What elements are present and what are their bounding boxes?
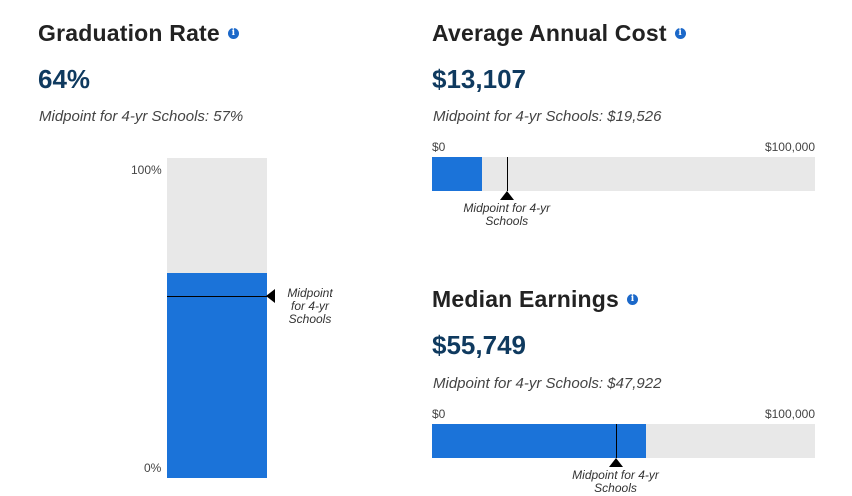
earnings-bar-fill — [432, 424, 646, 458]
cost-value: $13,107 — [432, 64, 526, 94]
earnings-midpoint-label-line: Schools — [594, 481, 637, 495]
earnings-title-text: Median Earnings — [432, 286, 620, 312]
graduation-title-text: Graduation Rate — [38, 20, 220, 46]
cost-title: Average Annual Cost i — [432, 20, 686, 47]
cost-bar-track — [432, 157, 815, 191]
earnings-midpoint-text: Midpoint for 4-yr Schools: $47,922 — [433, 375, 662, 392]
cost-title-text: Average Annual Cost — [432, 20, 667, 46]
graduation-midpoint-label-line: Schools — [288, 311, 332, 326]
cost-bar-fill — [432, 157, 483, 191]
earnings-midpoint-line — [615, 424, 617, 458]
cost-midpoint-text: Midpoint for 4-yr Schools: $19,526 — [433, 108, 662, 125]
graduation-midpoint-label-line: for 4-yr — [290, 298, 329, 313]
earnings-value: $55,749 — [432, 330, 526, 360]
earnings-tick-max: $100,000 — [764, 407, 815, 421]
info-icon[interactable]: i — [627, 294, 639, 305]
cost-midpoint-label: Midpoint for 4-yr Schools — [447, 202, 567, 228]
graduation-midpoint-marker — [266, 288, 275, 303]
graduation-midpoint-text: Midpoint for 4-yr Schools: 57% — [39, 108, 244, 125]
graduation-title: Graduation Rate i — [38, 20, 239, 47]
graduation-midpoint-line — [167, 295, 267, 297]
earnings-tick-min: $0 — [432, 407, 446, 421]
info-icon[interactable]: i — [674, 28, 686, 39]
info-icon[interactable]: i — [227, 28, 239, 39]
cost-tick-min: $0 — [432, 140, 446, 154]
cost-midpoint-marker — [499, 191, 514, 200]
cost-midpoint-label-line: Midpoint for 4-yr — [463, 201, 551, 215]
earnings-bar-track — [432, 424, 815, 458]
earnings-midpoint-label-line: Midpoint for 4-yr — [572, 468, 659, 482]
graduation-midpoint-label: Midpoint for 4-yr Schools — [279, 285, 341, 326]
earnings-midpoint-marker — [608, 458, 623, 467]
graduation-bar-fill — [167, 273, 267, 478]
graduation-value: 64% — [38, 64, 91, 94]
graduation-tick-bottom: 0% — [144, 461, 162, 475]
graduation-midpoint-label-line: Midpoint — [287, 285, 333, 300]
earnings-midpoint-label: Midpoint for 4-yr Schools — [556, 469, 676, 495]
graduation-tick-top: 100% — [131, 163, 162, 177]
cost-midpoint-line — [506, 157, 508, 191]
cost-midpoint-label-line: Schools — [485, 214, 529, 228]
graduation-bar-track — [167, 158, 267, 478]
cost-tick-max: $100,000 — [764, 140, 815, 154]
earnings-title: Median Earnings i — [432, 286, 639, 313]
